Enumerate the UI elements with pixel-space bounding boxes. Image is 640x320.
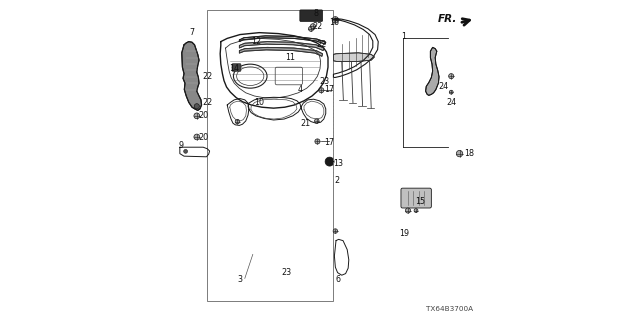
Text: 17: 17 [324,85,334,94]
Text: 15: 15 [415,197,426,206]
Circle shape [456,150,463,157]
Text: 24: 24 [447,98,456,107]
Circle shape [319,88,324,93]
Text: 17: 17 [324,138,334,147]
Circle shape [195,104,200,109]
Text: 14: 14 [229,64,239,73]
Text: 13: 13 [333,159,343,168]
Circle shape [184,149,188,153]
Text: 16: 16 [330,18,340,27]
Circle shape [406,208,411,213]
Text: 20: 20 [198,111,209,120]
Circle shape [194,134,200,140]
FancyBboxPatch shape [300,10,323,21]
Text: 11: 11 [285,53,295,62]
FancyBboxPatch shape [232,64,241,71]
Text: 6: 6 [335,276,340,284]
Circle shape [236,119,240,124]
Text: 23: 23 [319,77,330,86]
Circle shape [310,24,316,29]
Polygon shape [239,36,326,44]
Circle shape [449,90,453,94]
Text: 8: 8 [314,9,319,18]
Text: 21: 21 [301,119,311,128]
Text: 12: 12 [251,37,261,46]
Text: 22: 22 [202,98,213,107]
Polygon shape [426,47,439,95]
Circle shape [315,139,320,144]
Text: 22: 22 [317,40,327,49]
Circle shape [314,119,319,123]
Text: 22: 22 [202,72,213,81]
Circle shape [332,17,339,23]
Circle shape [449,74,454,79]
Circle shape [194,113,200,119]
Text: 4: 4 [298,85,303,94]
Text: 22: 22 [312,22,323,31]
Polygon shape [239,42,324,51]
Text: 1: 1 [401,32,406,41]
Circle shape [414,209,418,212]
Text: 23: 23 [282,268,292,277]
Text: 9: 9 [179,141,184,150]
Text: 7: 7 [189,28,195,36]
Text: 3: 3 [237,276,243,284]
Text: 2: 2 [334,176,340,185]
Text: 24: 24 [438,82,449,91]
FancyBboxPatch shape [401,188,431,208]
Polygon shape [239,47,323,56]
Circle shape [308,26,314,31]
Circle shape [333,229,338,233]
Text: 19: 19 [399,229,410,238]
Polygon shape [333,53,374,61]
Text: 20: 20 [198,133,209,142]
Text: 18: 18 [465,149,475,158]
Polygon shape [182,42,202,110]
Text: TX64B3700A: TX64B3700A [426,306,473,312]
Text: 10: 10 [254,98,264,107]
Circle shape [325,157,334,166]
Text: FR.: FR. [438,14,458,24]
